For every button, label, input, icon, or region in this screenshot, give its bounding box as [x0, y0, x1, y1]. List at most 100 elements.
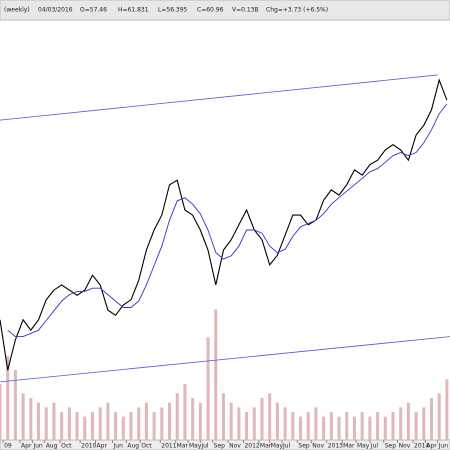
- x-tick-label: 2011: [161, 443, 176, 450]
- volume-bar: [368, 416, 372, 440]
- volume-bar: [422, 407, 426, 440]
- header-item: O=57.46: [80, 7, 107, 14]
- volume-layer: [0, 309, 449, 440]
- volume-bar: [75, 412, 79, 440]
- volume-bar: [322, 416, 326, 440]
- header-item: Chg=+3.73 (+6.5%): [266, 7, 328, 14]
- volume-bar: [175, 393, 179, 440]
- volume-bar: [414, 412, 418, 440]
- volume-bar: [114, 412, 118, 440]
- x-tick-label: Sep: [385, 443, 397, 450]
- x-tick-label: Oct: [141, 443, 152, 450]
- volume-bar: [137, 407, 141, 440]
- volume-bar: [299, 416, 303, 440]
- volume-bar: [245, 412, 249, 440]
- price-line: [0, 78, 448, 371]
- x-tick-label: May: [189, 443, 202, 450]
- volume-bar: [360, 412, 364, 440]
- volume-bar: [306, 412, 310, 440]
- volume-bar: [237, 407, 241, 440]
- volume-bar: [121, 416, 125, 440]
- volume-bar: [291, 412, 295, 440]
- x-tick-label: Apr: [97, 443, 108, 450]
- volume-bar: [283, 407, 287, 440]
- x-axis-bar: [0, 439, 450, 450]
- x-tick-label: Mar: [343, 443, 355, 450]
- x-tick-label: Mar: [177, 443, 189, 450]
- volume-bar: [383, 416, 387, 440]
- x-tick-label: Apr: [21, 443, 32, 450]
- volume-bar: [152, 412, 156, 440]
- x-tick-label: 2010: [81, 443, 96, 450]
- x-tick-label: 2013: [328, 443, 343, 450]
- volume-bar: [268, 393, 272, 440]
- header-item: L=56.395: [158, 7, 188, 14]
- volume-bar: [13, 370, 17, 440]
- header-item: H=61.831: [118, 7, 149, 14]
- volume-bar: [106, 402, 110, 440]
- x-tick-label: 09: [4, 443, 12, 450]
- x-tick-label: 2014: [414, 443, 429, 450]
- volume-bar: [445, 379, 449, 440]
- x-tick-label: Jun: [438, 443, 449, 450]
- volume-bar: [198, 402, 202, 440]
- volume-bar: [160, 407, 164, 440]
- x-tick-label: Oct: [61, 443, 72, 450]
- x-tick-label: Nov: [399, 443, 411, 450]
- x-tick-label: Sep: [214, 443, 226, 450]
- volume-bar: [391, 412, 395, 440]
- x-tick-label: Nov: [312, 443, 324, 450]
- volume-bar: [314, 407, 318, 440]
- trend-line: [0, 336, 450, 383]
- x-tick-label: Jul: [370, 443, 379, 450]
- volume-bar: [260, 398, 264, 440]
- volume-bar: [376, 412, 380, 440]
- price-layer: 09 Apr Jun Aug Oct 2010 Apr Jun Aug Oct 2011 Mar May…: [0, 74, 450, 450]
- volume-bar: [21, 393, 25, 440]
- volume-bar: [44, 407, 48, 440]
- volume-bar: [183, 384, 187, 440]
- x-tick-label: May: [271, 443, 284, 450]
- x-tick-label: Jun: [113, 443, 124, 450]
- volume-bar: [430, 398, 434, 440]
- moving-average: [7, 103, 448, 338]
- x-tick-label: Aug: [46, 443, 58, 450]
- volume-bar: [221, 393, 225, 440]
- volume-bar: [83, 416, 87, 440]
- volume-bar: [144, 402, 148, 440]
- volume-bar: [6, 356, 10, 440]
- x-tick-label: Jul: [282, 443, 291, 450]
- trend-line: [0, 74, 438, 121]
- volume-bar: [52, 402, 56, 440]
- volume-bar: [206, 337, 210, 440]
- volume-bar: [275, 402, 279, 440]
- volume-bar: [214, 309, 218, 440]
- x-tick-label: 2012: [244, 443, 259, 450]
- volume-bar: [29, 398, 33, 440]
- volume-bar: [337, 416, 341, 440]
- volume-bar: [60, 412, 64, 440]
- volume-bar: [90, 412, 94, 440]
- x-tick-label: Jul: [200, 443, 209, 450]
- volume-bar: [229, 402, 233, 440]
- header-item: C=60.96: [197, 7, 224, 14]
- volume-bar: [352, 416, 356, 440]
- volume-bar: [329, 412, 333, 440]
- volume-bar: [37, 402, 41, 440]
- volume-bar: [406, 402, 410, 440]
- x-tick-label: Mar: [260, 443, 272, 450]
- volume-bar: [168, 402, 172, 440]
- x-tick-label: Nov: [229, 443, 241, 450]
- volume-bar: [191, 398, 195, 440]
- header-item: 04/03/2016: [38, 7, 73, 14]
- volume-bar: [399, 407, 403, 440]
- volume-bar: [437, 393, 441, 440]
- x-tick-label: Sep: [298, 443, 310, 450]
- x-tick-label: Aug: [127, 443, 139, 450]
- volume-bar: [252, 407, 256, 440]
- header-item: (weekly): [4, 7, 30, 14]
- x-tick-label: May: [357, 443, 370, 450]
- header-bar: [0, 0, 450, 21]
